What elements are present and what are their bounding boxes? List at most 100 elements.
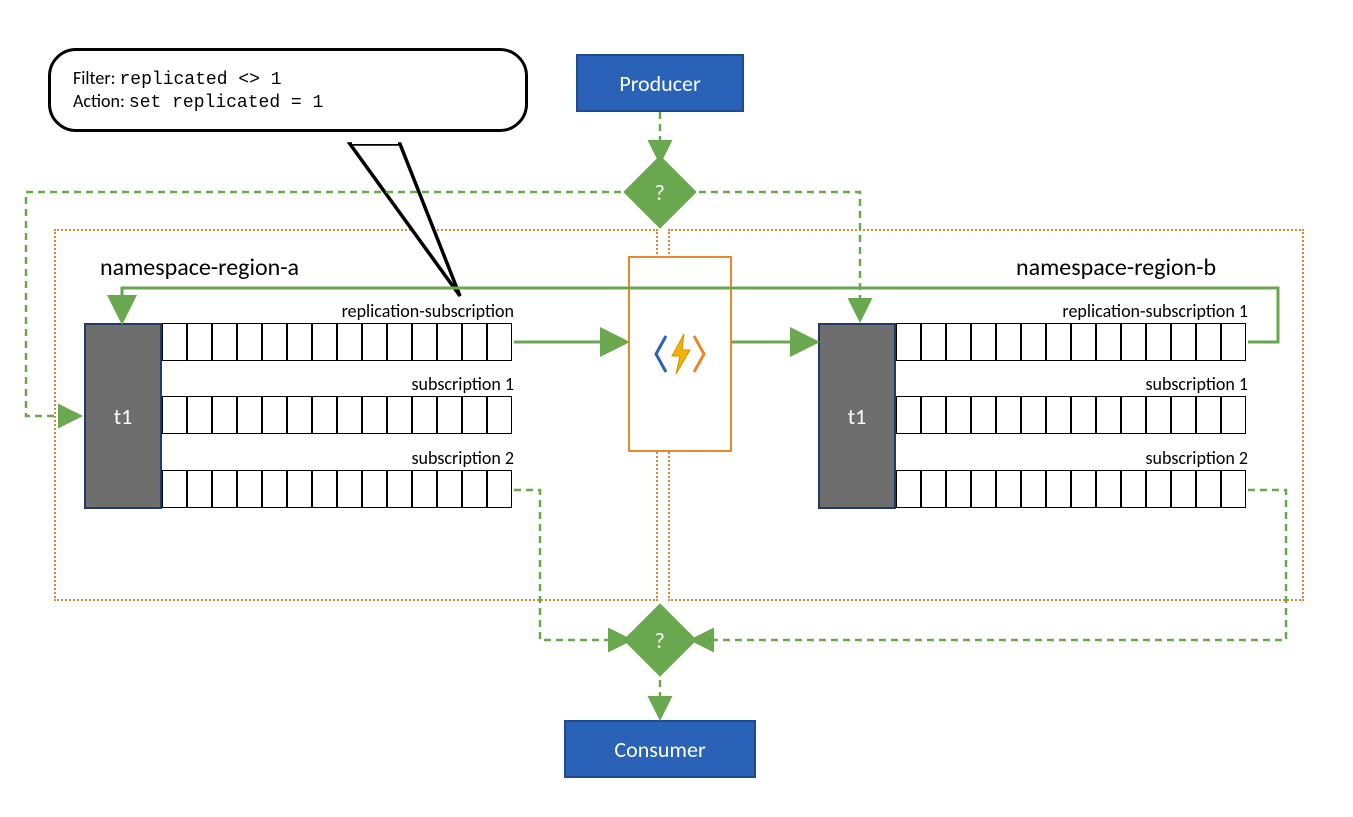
queue-cell (237, 470, 262, 508)
queue-cell (996, 470, 1021, 508)
queue-cell (946, 470, 971, 508)
queue-cell (387, 470, 412, 508)
queue-cell (287, 396, 312, 434)
queue-cell (1171, 323, 1196, 361)
queue-cell (287, 470, 312, 508)
queue-cell (971, 470, 996, 508)
decision-top: ? (623, 155, 697, 229)
queue-cell (412, 396, 437, 434)
region-a-sub1-label: subscription 1 (162, 373, 514, 395)
producer-box: Producer (576, 54, 744, 112)
queue-cell (1196, 323, 1221, 361)
queue-cell (487, 470, 512, 508)
queue-cell (996, 396, 1021, 434)
queue-cell (262, 470, 287, 508)
azure-functions-icon (650, 324, 710, 384)
queue-cell (896, 323, 921, 361)
queue-cell (312, 323, 337, 361)
queue-cell (921, 323, 946, 361)
queue-cell (462, 396, 487, 434)
queue-cell (337, 323, 362, 361)
queue-cell (1146, 470, 1171, 508)
region-b-sub0-label: replication-subscription 1 (896, 300, 1248, 322)
queue-cell (387, 396, 412, 434)
queue-cell (487, 396, 512, 434)
queue-cell (337, 396, 362, 434)
queue-cell (1096, 396, 1121, 434)
queue-cell (1121, 323, 1146, 361)
region-a-sub2-queue (162, 470, 512, 508)
queue-cell (1146, 323, 1171, 361)
queue-cell (262, 323, 287, 361)
decision-bottom-label: ? (655, 626, 665, 653)
filter-label: Filter: (73, 67, 115, 89)
region-b-sub0-queue (896, 323, 1246, 361)
region-b-sub2-queue (896, 470, 1246, 508)
region-b-topic: t1 (818, 323, 896, 509)
queue-cell (1221, 323, 1246, 361)
queue-cell (1121, 470, 1146, 508)
queue-cell (162, 323, 187, 361)
queue-cell (1071, 470, 1096, 508)
queue-cell (387, 323, 412, 361)
queue-cell (971, 396, 996, 434)
region-a-sub0-label: replication-subscription (162, 300, 514, 322)
region-a-topic-label: t1 (114, 403, 133, 430)
queue-cell (162, 396, 187, 434)
decision-top-label: ? (655, 178, 665, 205)
region-b-topic-label: t1 (848, 403, 867, 430)
queue-cell (896, 470, 921, 508)
queue-cell (362, 396, 387, 434)
queue-cell (337, 470, 362, 508)
queue-cell (1071, 396, 1096, 434)
producer-label: Producer (619, 70, 700, 97)
queue-cell (946, 323, 971, 361)
queue-cell (1171, 470, 1196, 508)
queue-cell (437, 470, 462, 508)
queue-cell (1221, 396, 1246, 434)
filter-callout: Filter: replicated <> 1 Action: set repl… (48, 48, 528, 132)
queue-cell (187, 396, 212, 434)
queue-cell (1221, 470, 1246, 508)
queue-cell (1121, 396, 1146, 434)
region-a-topic: t1 (84, 323, 162, 509)
queue-cell (437, 396, 462, 434)
queue-cell (462, 323, 487, 361)
queue-cell (312, 396, 337, 434)
region-b-title: namespace-region-b (1016, 253, 1216, 282)
region-a-title: namespace-region-a (100, 253, 299, 282)
region-a-sub2-label: subscription 2 (162, 447, 514, 469)
action-label: Action: (73, 90, 125, 112)
queue-cell (187, 323, 212, 361)
queue-cell (362, 470, 387, 508)
queue-cell (1196, 396, 1221, 434)
filter-expr: replicated <> 1 (120, 70, 282, 90)
queue-cell (896, 396, 921, 434)
region-a-sub1-queue (162, 396, 512, 434)
queue-cell (946, 396, 971, 434)
queue-cell (1171, 396, 1196, 434)
consumer-label: Consumer (614, 736, 705, 763)
region-b-sub1-label: subscription 1 (896, 373, 1248, 395)
queue-cell (287, 323, 312, 361)
queue-cell (921, 396, 946, 434)
queue-cell (237, 396, 262, 434)
queue-cell (312, 470, 337, 508)
queue-cell (462, 470, 487, 508)
queue-cell (1021, 323, 1046, 361)
queue-cell (1071, 323, 1096, 361)
queue-cell (1096, 323, 1121, 361)
region-b-sub2-label: subscription 2 (896, 447, 1248, 469)
queue-cell (1046, 396, 1071, 434)
queue-cell (971, 323, 996, 361)
action-expr: set replicated = 1 (129, 93, 323, 113)
queue-cell (1046, 323, 1071, 361)
decision-bottom: ? (623, 603, 697, 677)
queue-cell (212, 470, 237, 508)
queue-cell (1021, 396, 1046, 434)
queue-cell (212, 323, 237, 361)
queue-cell (412, 323, 437, 361)
queue-cell (237, 323, 262, 361)
queue-cell (162, 470, 187, 508)
region-b-sub1-queue (896, 396, 1246, 434)
